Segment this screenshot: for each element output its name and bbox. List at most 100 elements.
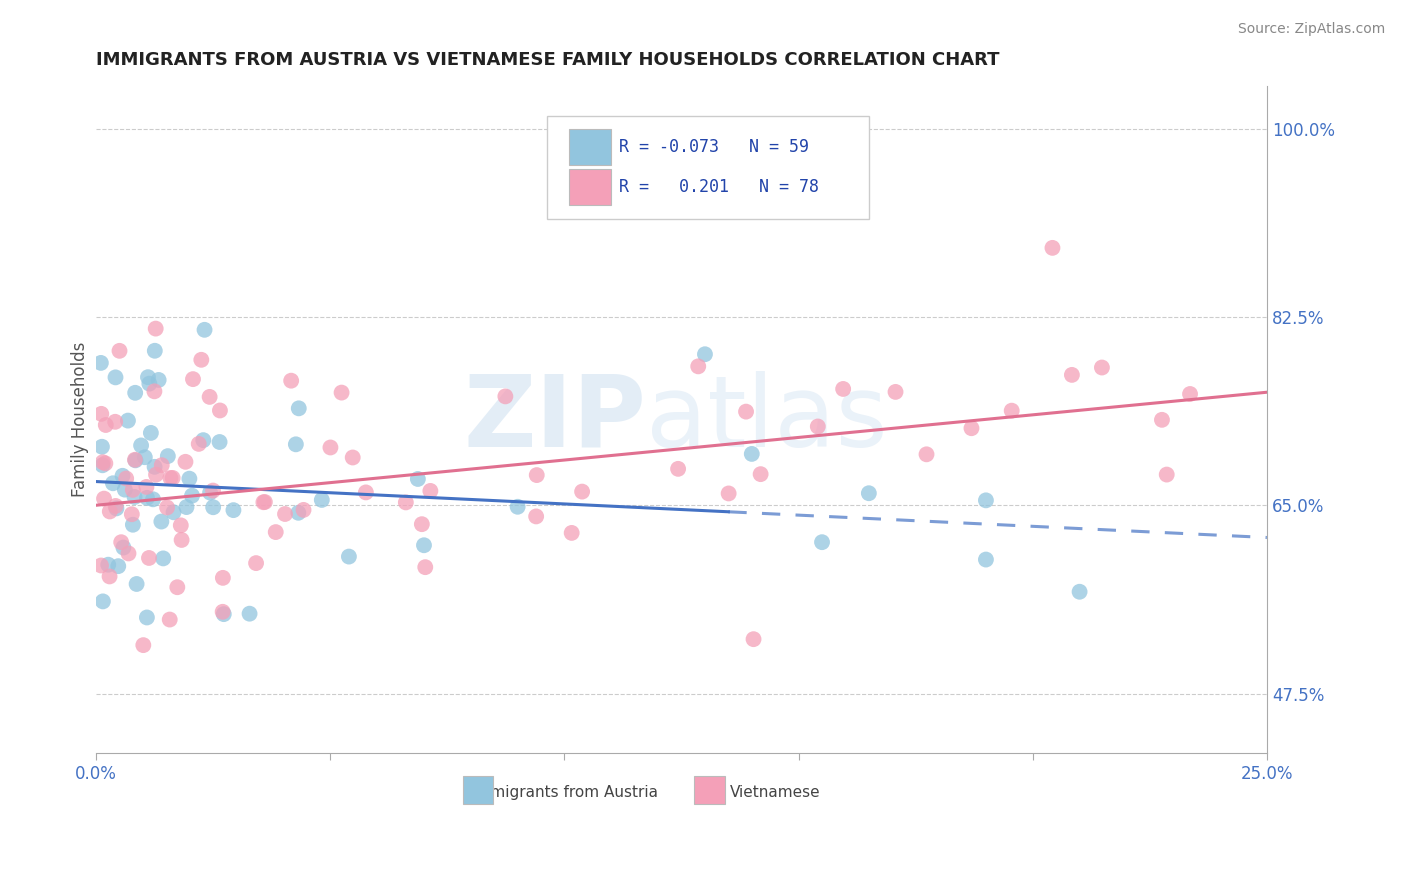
FancyBboxPatch shape bbox=[463, 776, 494, 804]
Point bbox=[245, 556, 267, 570]
Point bbox=[117, 546, 139, 560]
Point bbox=[90, 356, 112, 370]
Point bbox=[181, 489, 204, 503]
Point bbox=[104, 370, 127, 384]
Point bbox=[211, 605, 233, 619]
Point bbox=[143, 384, 166, 399]
Point bbox=[274, 507, 297, 521]
Point bbox=[162, 505, 184, 519]
Point bbox=[193, 323, 215, 337]
Point bbox=[342, 450, 364, 465]
Point bbox=[693, 347, 716, 361]
Text: R =   0.201   N = 78: R = 0.201 N = 78 bbox=[620, 178, 820, 196]
Point bbox=[1060, 368, 1083, 382]
Point bbox=[832, 382, 855, 396]
Text: IMMIGRANTS FROM AUSTRIA VS VIETNAMESE FAMILY HOUSEHOLDS CORRELATION CHART: IMMIGRANTS FROM AUSTRIA VS VIETNAMESE FA… bbox=[96, 51, 1000, 69]
Point bbox=[742, 632, 765, 647]
Point bbox=[98, 504, 121, 518]
Point bbox=[212, 571, 235, 585]
Point bbox=[688, 359, 710, 374]
Point bbox=[138, 376, 160, 391]
Point bbox=[143, 343, 166, 358]
Point bbox=[159, 613, 181, 627]
Point bbox=[406, 472, 429, 486]
Point bbox=[166, 580, 188, 594]
Point bbox=[1069, 584, 1091, 599]
Point bbox=[136, 491, 159, 505]
Point bbox=[201, 483, 224, 498]
Point bbox=[198, 485, 221, 500]
Point bbox=[142, 492, 165, 507]
Point bbox=[1178, 387, 1201, 401]
Point bbox=[98, 569, 121, 583]
Point bbox=[90, 407, 112, 421]
Point bbox=[181, 372, 204, 386]
Text: Immigrants from Austria: Immigrants from Austria bbox=[471, 785, 658, 800]
Point bbox=[749, 467, 772, 482]
Point bbox=[135, 610, 157, 624]
Point bbox=[104, 499, 127, 513]
Point bbox=[239, 607, 262, 621]
Point bbox=[90, 558, 112, 573]
Text: Vietnamese: Vietnamese bbox=[730, 785, 821, 800]
Point bbox=[148, 373, 170, 387]
Point bbox=[117, 414, 139, 428]
Point bbox=[252, 495, 274, 509]
Point bbox=[187, 437, 209, 451]
Point bbox=[150, 515, 173, 529]
Point bbox=[152, 551, 174, 566]
Point bbox=[1150, 413, 1173, 427]
Point bbox=[735, 404, 758, 418]
Point bbox=[112, 541, 135, 555]
FancyBboxPatch shape bbox=[695, 776, 725, 804]
Point bbox=[159, 471, 181, 485]
Point bbox=[105, 501, 128, 516]
Point bbox=[212, 607, 235, 621]
Point bbox=[974, 493, 997, 508]
Point bbox=[138, 551, 160, 566]
Point bbox=[150, 458, 173, 473]
Point bbox=[858, 486, 880, 500]
Point bbox=[156, 449, 179, 463]
Point bbox=[107, 559, 129, 574]
Point bbox=[319, 441, 342, 455]
Point bbox=[176, 500, 198, 514]
FancyBboxPatch shape bbox=[547, 116, 869, 219]
Point bbox=[666, 462, 689, 476]
Point bbox=[91, 594, 114, 608]
Point bbox=[94, 417, 117, 432]
Point bbox=[884, 384, 907, 399]
Point bbox=[222, 503, 245, 517]
Point bbox=[974, 552, 997, 566]
Text: Source: ZipAtlas.com: Source: ZipAtlas.com bbox=[1237, 22, 1385, 37]
Point bbox=[121, 483, 143, 497]
Text: R = -0.073   N = 59: R = -0.073 N = 59 bbox=[620, 138, 810, 156]
Point bbox=[93, 491, 115, 506]
Point bbox=[915, 447, 938, 461]
Point bbox=[108, 343, 131, 358]
Point bbox=[526, 468, 548, 483]
Point bbox=[717, 486, 740, 500]
Point bbox=[135, 480, 157, 494]
FancyBboxPatch shape bbox=[569, 129, 612, 165]
Point bbox=[132, 638, 155, 652]
Point bbox=[1042, 241, 1064, 255]
Point bbox=[1091, 360, 1114, 375]
Point bbox=[115, 471, 138, 485]
Point bbox=[91, 458, 114, 473]
Point bbox=[311, 492, 333, 507]
Point bbox=[134, 450, 156, 465]
Point bbox=[104, 415, 127, 429]
Point bbox=[97, 558, 120, 572]
Point bbox=[125, 577, 148, 591]
Point bbox=[1156, 467, 1178, 482]
Point bbox=[253, 495, 276, 509]
Text: ZIP: ZIP bbox=[464, 371, 647, 467]
Point bbox=[124, 453, 146, 467]
Point bbox=[162, 471, 184, 485]
Point bbox=[111, 468, 134, 483]
Point bbox=[124, 385, 146, 400]
Point bbox=[811, 535, 834, 549]
Point bbox=[139, 425, 162, 440]
Point bbox=[330, 385, 353, 400]
